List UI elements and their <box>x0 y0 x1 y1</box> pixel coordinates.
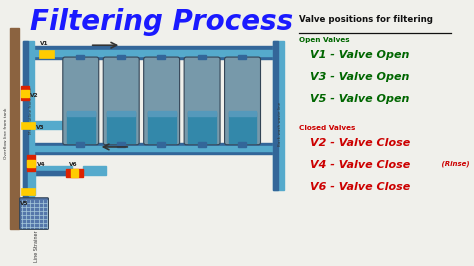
FancyBboxPatch shape <box>63 57 99 145</box>
Bar <box>67 112 95 143</box>
Bar <box>228 112 256 143</box>
Bar <box>117 142 125 147</box>
Bar <box>188 112 216 143</box>
Text: V2: V2 <box>30 93 39 98</box>
Bar <box>238 55 246 59</box>
Bar <box>117 55 125 59</box>
Bar <box>198 55 206 59</box>
Text: V5 - Valve Open: V5 - Valve Open <box>310 94 410 104</box>
Bar <box>148 112 175 143</box>
Text: Main outline from Tank: Main outline from Tank <box>29 88 33 134</box>
FancyBboxPatch shape <box>19 198 48 229</box>
Bar <box>228 111 256 116</box>
Bar <box>34 120 65 129</box>
Bar <box>76 142 84 147</box>
FancyBboxPatch shape <box>144 57 180 145</box>
Bar <box>157 142 165 147</box>
Text: V1: V1 <box>40 41 49 46</box>
Text: Filtering Process: Filtering Process <box>30 8 293 36</box>
Bar <box>67 111 95 116</box>
FancyBboxPatch shape <box>103 57 139 145</box>
FancyBboxPatch shape <box>225 57 261 145</box>
Bar <box>23 41 34 207</box>
Text: V6: V6 <box>69 162 77 167</box>
Bar <box>66 169 83 177</box>
Bar <box>10 28 19 229</box>
Text: V5: V5 <box>19 201 28 206</box>
Bar <box>20 188 35 195</box>
Text: Overflow line from tank: Overflow line from tank <box>4 107 8 159</box>
Bar <box>23 41 28 207</box>
FancyBboxPatch shape <box>184 57 220 145</box>
Bar <box>34 172 72 175</box>
Bar <box>20 86 28 100</box>
Bar <box>148 111 175 116</box>
Text: V3: V3 <box>36 125 45 130</box>
Bar <box>39 50 54 57</box>
Bar <box>34 46 274 59</box>
Bar <box>71 169 78 177</box>
Bar <box>83 166 106 175</box>
Text: V1 - Valve Open: V1 - Valve Open <box>310 51 410 60</box>
Bar <box>34 50 274 56</box>
Bar <box>27 160 35 167</box>
Bar <box>107 111 135 116</box>
Text: V2 - Valve Close: V2 - Valve Close <box>310 138 410 148</box>
Bar <box>107 112 135 143</box>
Text: Valve positions for filtering: Valve positions for filtering <box>299 15 433 23</box>
Bar <box>273 41 284 190</box>
Bar <box>76 55 84 59</box>
Text: Closed Valves: Closed Valves <box>299 125 355 131</box>
Bar <box>28 171 35 195</box>
Text: (Rinse): (Rinse) <box>439 161 470 168</box>
Bar <box>34 166 72 175</box>
Text: V4: V4 <box>36 162 46 167</box>
Bar <box>20 122 35 128</box>
Text: V3 - Valve Open: V3 - Valve Open <box>310 72 410 82</box>
Bar <box>188 111 216 116</box>
Text: Back-wash waste line: Back-wash waste line <box>278 102 282 146</box>
Text: Line Strainer: Line Strainer <box>34 230 39 262</box>
Bar <box>20 90 28 97</box>
Text: V4 - Valve Close: V4 - Valve Close <box>310 160 410 170</box>
Bar <box>27 155 35 172</box>
Text: Open Valves: Open Valves <box>299 37 349 43</box>
Bar <box>34 143 274 154</box>
Bar <box>34 146 274 151</box>
Bar <box>198 142 206 147</box>
Text: V6 - Valve Close: V6 - Valve Close <box>310 182 410 192</box>
Bar <box>238 142 246 147</box>
Bar <box>157 55 165 59</box>
Bar <box>273 41 278 190</box>
